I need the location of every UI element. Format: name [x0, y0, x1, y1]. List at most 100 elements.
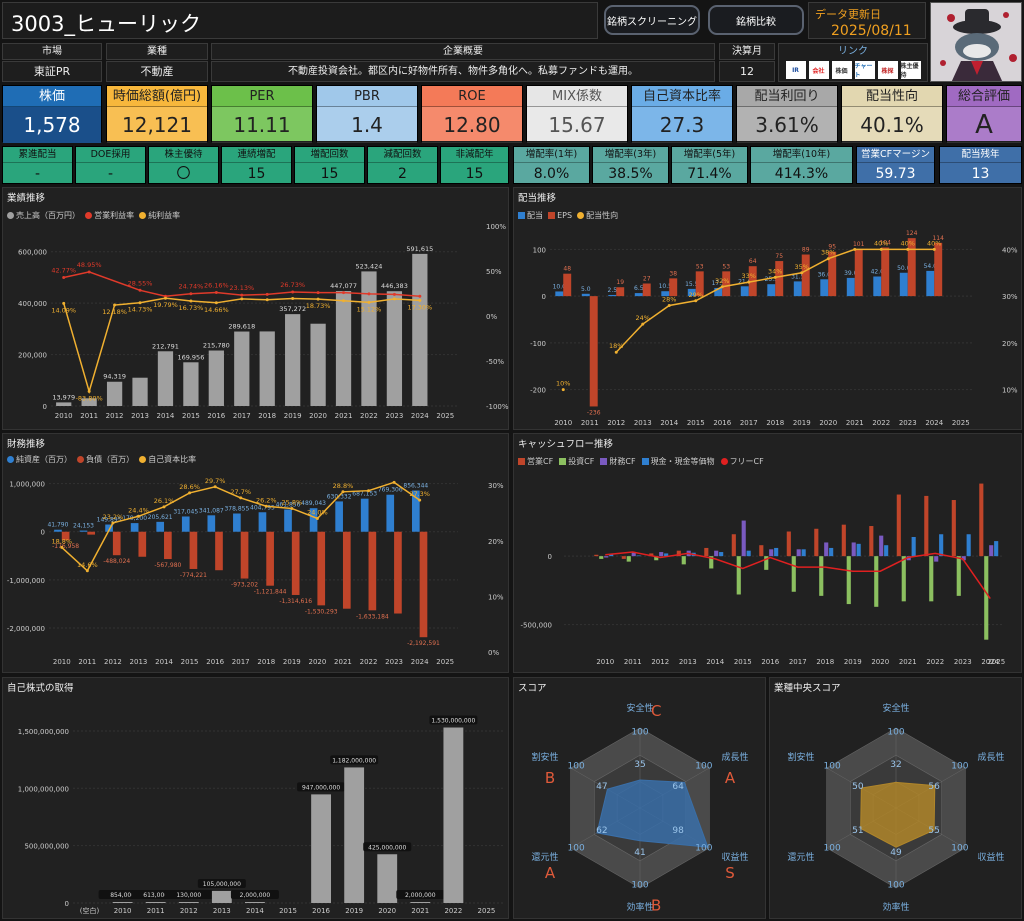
sales-label: 446,383: [381, 282, 408, 290]
sales-label: 13,979: [52, 393, 75, 401]
ratio-label: 18.8%: [51, 537, 72, 545]
link-icon-5[interactable]: 株主優待: [900, 61, 921, 79]
update-date: 2025/08/11: [831, 23, 912, 39]
bar-label: 5.0: [581, 286, 591, 293]
stat-value: 38.5%: [608, 166, 653, 182]
buyback-label: 2,000,000: [405, 892, 436, 899]
legend-sales: 売上高（百万円）: [16, 211, 80, 220]
stat-value: 15: [320, 166, 339, 182]
sales-bar: [310, 323, 326, 406]
radar-grade: A: [725, 769, 736, 787]
point: [392, 292, 396, 296]
kpi-value: 27.3: [632, 107, 732, 143]
point: [879, 247, 883, 251]
link-icon-3[interactable]: チャート: [854, 61, 875, 79]
bar-label: 64: [749, 258, 757, 265]
margin-label: 48.95%: [77, 261, 102, 269]
bar-label: -1,314,616: [279, 598, 312, 605]
y-tick: 1,000,000,000: [18, 785, 69, 793]
stat-label: 増配率(1年): [514, 147, 589, 163]
sales-bar: [412, 253, 428, 406]
eps-bar: [854, 248, 863, 297]
y2-tick: 10%: [1002, 387, 1018, 395]
link-icon-1[interactable]: 会社: [808, 61, 829, 79]
cf-bar: [924, 495, 929, 557]
liabilities-bar: [419, 531, 428, 638]
link-icon-4[interactable]: 株探: [877, 61, 898, 79]
net-assets-bar: [233, 513, 241, 532]
point: [265, 292, 269, 296]
y2-tick: 30%: [488, 482, 504, 490]
stat-box-2: 株主優待〇: [148, 146, 219, 184]
div-bar: [634, 293, 643, 297]
cf-bar: [786, 531, 791, 557]
compare-button[interactable]: 銘柄比較: [708, 5, 804, 35]
bar-label: 48: [563, 266, 571, 273]
kpi-card-1: 時価総額(億円) 12,121: [106, 85, 208, 143]
liabilities-bar: [266, 531, 274, 586]
div-bar: [873, 276, 882, 297]
point: [290, 506, 294, 510]
cf-bar: [979, 483, 984, 557]
point: [87, 270, 91, 274]
point: [614, 350, 618, 354]
bar-label: 24,153: [73, 523, 94, 530]
radar-area: [596, 779, 709, 848]
kpi-card-8: 配当性向 40.1%: [841, 85, 943, 143]
stat-label: 減配回数: [368, 147, 437, 163]
x-tick: 2020: [819, 419, 837, 427]
radar-axis-label: 割安性: [531, 751, 558, 763]
stat-value: 8.0%: [533, 166, 570, 182]
bar-label: 101: [853, 241, 865, 248]
bar-label: 54.0: [924, 263, 938, 270]
point: [188, 491, 192, 495]
bar-label: 41,790: [47, 522, 68, 529]
stat-value: 71.4%: [687, 166, 732, 182]
bar-label: 114: [932, 235, 944, 242]
stat-value: 15: [247, 166, 266, 182]
div-bar: [608, 294, 617, 297]
x-tick: 2024: [981, 658, 999, 666]
stat-box-5: 減配回数 2: [367, 146, 438, 184]
cf-bar: [929, 556, 934, 602]
payout-label: 40%: [927, 239, 941, 247]
sales-bar: [386, 291, 403, 406]
screening-button[interactable]: 銘柄スクリーニング: [604, 5, 700, 35]
div-bar: [555, 291, 564, 297]
buyback-label: 130,000: [176, 892, 201, 899]
score-radar: 356498416247安全性100C成長性100A収益性100S効率性100B…: [531, 702, 748, 915]
cf-panel: キャッシュフロー推移 営業CF 投資CF 財務CF 現金・現金等価物 フリーCF 0 -5…: [513, 433, 1022, 673]
cf-bar: [746, 550, 751, 557]
update-date-box: データ更新日 2025/08/11: [808, 2, 926, 39]
x-tick: 2014: [157, 412, 175, 420]
x-tick: 2015: [182, 412, 200, 420]
cf-bar: [869, 526, 874, 557]
cf-bar: [856, 543, 861, 557]
stat-label: 増配回数: [295, 147, 364, 163]
bar-label: 461,856: [276, 502, 301, 509]
link-label: 株主優待: [900, 63, 919, 79]
link-icon-2[interactable]: 株価: [831, 61, 852, 79]
bar-label: 378,855: [224, 506, 249, 513]
eps-bar: [589, 296, 598, 407]
cf-bar: [829, 547, 834, 557]
x-tick: 2017: [740, 419, 758, 427]
fiscal-header: 決算月: [719, 43, 775, 60]
y2-tick: -50%: [486, 358, 504, 366]
legend-equity-ratio: 自己資本比率: [148, 455, 197, 464]
cf-bar: [994, 541, 999, 557]
bar-label: 341,087: [199, 507, 224, 514]
stat-box-4: 増配回数 15: [294, 146, 365, 184]
link-icon-0[interactable]: IR: [785, 61, 806, 79]
legend-liabilities: 負債（百万）: [86, 455, 135, 464]
stat-value: 414.3%: [774, 166, 829, 182]
radar-value: 56: [928, 782, 940, 792]
kpi-card-3: PBR 1.4: [316, 85, 418, 143]
x-tick: 2019: [793, 419, 811, 427]
bar-label: 36.0: [818, 271, 832, 278]
stat-value: 〇: [176, 166, 191, 182]
cf-bar: [984, 556, 989, 640]
point: [800, 271, 804, 275]
stat-box-8: 増配率(3年) 38.5%: [592, 146, 669, 184]
label-bg: [330, 755, 379, 765]
